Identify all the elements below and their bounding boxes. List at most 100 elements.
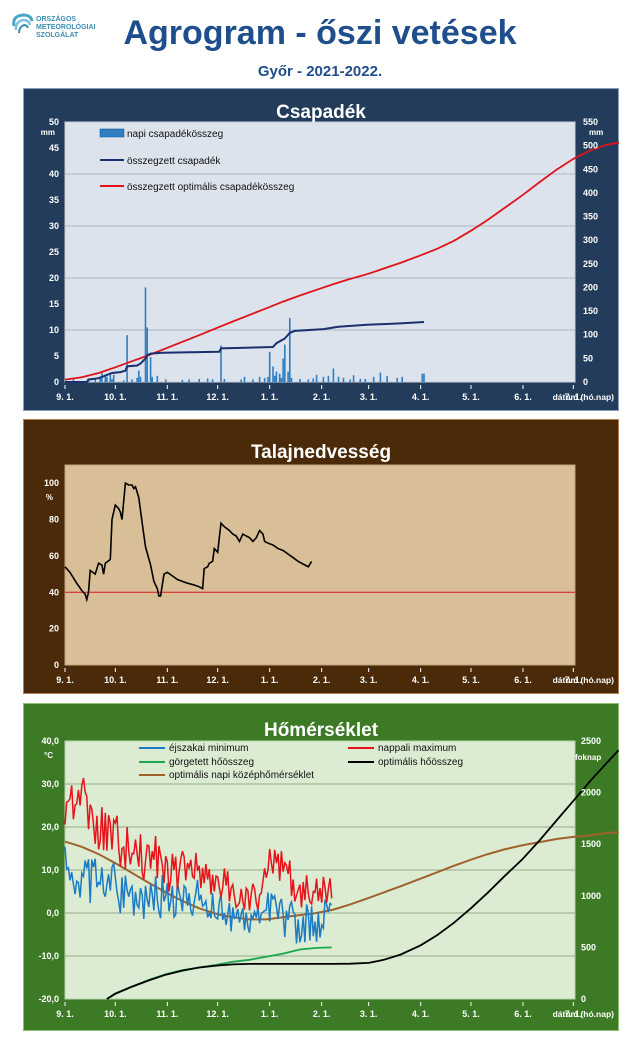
x-tick-label: 10. 1. — [104, 392, 127, 402]
x-tick-label: 1. 1. — [261, 1009, 279, 1019]
daily-precipitation-bar — [206, 378, 209, 382]
daily-precipitation-bar — [109, 374, 112, 382]
daily-precipitation-bar — [104, 375, 107, 382]
soil-moisture-title: Talajnedvesség — [251, 442, 391, 463]
daily-precipitation-bar — [94, 378, 96, 382]
x-tick-label: 4. 1. — [412, 392, 430, 402]
x-tick-label: 6. 1. — [514, 675, 532, 685]
y-tick-label: 10 — [49, 325, 59, 335]
y-tick-label: 50 — [49, 117, 59, 127]
daily-precipitation-bar — [164, 379, 167, 382]
y-tick-label: 0,0 — [46, 908, 59, 918]
daily-precipitation-bar — [220, 345, 222, 382]
y-tick-label: 100 — [44, 478, 59, 488]
y-tick-label: -10,0 — [38, 951, 59, 961]
y-right-tick-label: 2000 — [581, 788, 601, 798]
temperature-panel: Hőmérséklet -20,0 -10,0 0,0 10,0 20,0 30,0 40,… — [23, 703, 619, 1031]
x-tick-label: 2. 1. — [313, 392, 331, 402]
y-tick-label: 15 — [49, 299, 59, 309]
y-right-tick-label: 500 — [583, 141, 598, 151]
legend-label: nappali maximum — [378, 743, 456, 754]
y-axis-unit: % — [46, 493, 53, 502]
y-right-tick-label: 450 — [583, 164, 598, 174]
daily-precipitation-bar — [322, 376, 325, 382]
y-right-tick-label: 300 — [583, 235, 598, 245]
daily-precipitation-bar — [332, 368, 335, 382]
daily-precipitation-bar — [327, 375, 330, 382]
y-right-tick-label: 1500 — [581, 839, 601, 849]
y-tick-label: 30 — [49, 221, 59, 231]
daily-precipitation-bar — [280, 377, 283, 382]
y-axis-unit: mm — [41, 128, 55, 137]
y-right-tick-label: 0 — [583, 377, 588, 387]
y-tick-label: 40 — [49, 587, 59, 597]
daily-precipitation-bar — [136, 377, 138, 382]
legend-swatch — [99, 128, 125, 138]
y-axis-unit: °C — [44, 751, 53, 760]
daily-precipitation-bar — [131, 379, 133, 382]
x-tick-label: 9. 1. — [56, 392, 74, 402]
optimal-heat-sum-line — [106, 749, 619, 1000]
x-tick-label: 10. 1. — [104, 1009, 127, 1019]
x-tick-label: 5. 1. — [462, 392, 480, 402]
x-tick-label: 2. 1. — [313, 675, 331, 685]
legend-label: összegzett csapadék — [127, 156, 221, 167]
y-tick-label: 30,0 — [41, 779, 59, 789]
precipitation-panel: Csapadék 0 5 10 15 20 25 30 35 40 45 50 0 50 100 150 20… — [23, 88, 619, 411]
y-right-tick-label: 100 — [583, 330, 598, 340]
daily-precipitation-bar — [99, 377, 101, 382]
daily-precipitation-bar — [106, 376, 108, 382]
y-right-axis-unit: foknap — [575, 753, 601, 762]
y-right-axis-unit: mm — [589, 128, 603, 137]
y-right-tick-label: 400 — [583, 188, 598, 198]
daily-precipitation-bar — [223, 378, 226, 382]
daily-precipitation-bar — [282, 358, 284, 382]
daily-precipitation-bar — [342, 377, 345, 382]
y-tick-label: 80 — [49, 515, 59, 525]
daily-precipitation-bar — [198, 378, 200, 382]
daily-precipitation-bar — [352, 375, 355, 382]
daily-precipitation-bar — [315, 374, 318, 382]
daily-precipitation-bar — [268, 351, 271, 382]
daily-precipitation-bar — [423, 373, 425, 382]
cumulative-precipitation-line — [65, 321, 425, 383]
x-tick-label: 11. 1. — [156, 392, 178, 402]
x-tick-label: 7. 1. — [565, 1009, 583, 1019]
daily-precipitation-bar — [188, 379, 190, 382]
y-tick-label: 60 — [49, 551, 59, 561]
temperature-chart: Hőmérséklet -20,0 -10,0 0,0 10,0 20,0 30,0 40,… — [23, 703, 619, 1031]
x-tick-label: 1. 1. — [261, 675, 279, 685]
y-tick-label: 0 — [54, 660, 59, 670]
daily-precipitation-bar — [278, 373, 281, 382]
y-right-tick-label: 250 — [583, 259, 598, 269]
x-tick-label: 6. 1. — [514, 392, 532, 402]
page-title: Agrogram - őszi vetések — [123, 14, 517, 52]
daily-precipitation-bar — [379, 372, 382, 382]
y-right-tick-label: 350 — [583, 212, 598, 222]
y-tick-label: 20 — [49, 624, 59, 634]
logo-icon — [12, 13, 34, 34]
x-tick-label: 12. 1. — [206, 675, 229, 685]
x-tick-label: 1. 1. — [261, 392, 279, 402]
daily-precipitation-bar — [149, 357, 152, 382]
x-axis-label: dátum (hó.nap) — [553, 1009, 615, 1019]
daily-precipitation-bar — [144, 287, 147, 382]
y-right-tick-label: 150 — [583, 306, 598, 316]
y-tick-label: 40,0 — [41, 736, 59, 746]
x-tick-label: 11. 1. — [156, 1009, 178, 1019]
legend-label: görgetett hőösszeg — [169, 757, 254, 768]
x-tick-label: 12. 1. — [206, 1009, 229, 1019]
y-right-tick-label: 0 — [581, 994, 586, 1004]
logo-text: ORSZÁGOS METEOROLÓGIAI SZOLGÁLAT — [36, 16, 96, 39]
daily-precipitation-bar — [299, 378, 301, 382]
daily-precipitation-bar — [386, 375, 388, 382]
daily-precipitation-bar — [396, 377, 398, 382]
optimal-daily-mean-line — [64, 831, 619, 921]
precipitation-title: Csapadék — [276, 102, 366, 123]
x-tick-label: 5. 1. — [462, 1009, 480, 1019]
x-tick-label: 10. 1. — [104, 675, 127, 685]
soil-moisture-chart: Talajnedvesség 0 20 40 60 80 100% 9. 1. 10. 1. 1… — [23, 419, 619, 694]
y-tick-label: 10,0 — [41, 865, 59, 875]
y-right-tick-label: 2500 — [581, 736, 601, 746]
daily-precipitation-bar — [267, 376, 269, 382]
